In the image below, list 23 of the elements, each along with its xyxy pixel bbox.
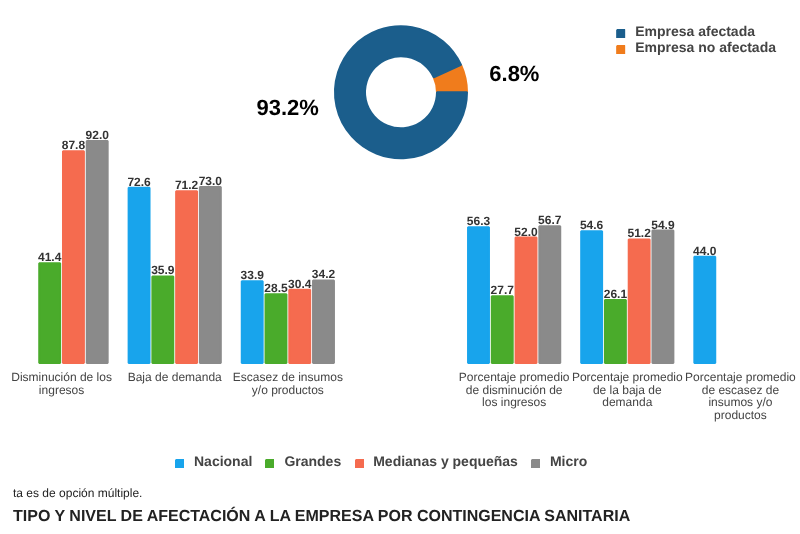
bar: [62, 150, 85, 364]
bar: [514, 236, 538, 364]
data-label: 6.8%: [489, 63, 540, 88]
bar: [127, 186, 151, 364]
bar: [490, 295, 514, 364]
bar: [651, 229, 675, 364]
bar: [38, 262, 62, 364]
bar: [175, 190, 199, 364]
bar: [580, 230, 604, 364]
bar: [627, 238, 651, 364]
bar: [467, 226, 490, 364]
bar: [312, 279, 335, 364]
data-label: 93.2%: [256, 97, 320, 122]
bar: [198, 185, 222, 364]
bar: [264, 293, 288, 364]
bar: [693, 255, 717, 364]
bar: [240, 280, 264, 364]
bar: [538, 225, 562, 364]
bar: [603, 299, 627, 364]
bar: [288, 288, 312, 364]
bar: [151, 275, 175, 364]
text: TIPO Y NIVEL DE AFECTACIÓN A LA EMPRESA POR CONTINGENCIA SANITARIA: [13, 505, 631, 525]
bar: [85, 140, 109, 364]
